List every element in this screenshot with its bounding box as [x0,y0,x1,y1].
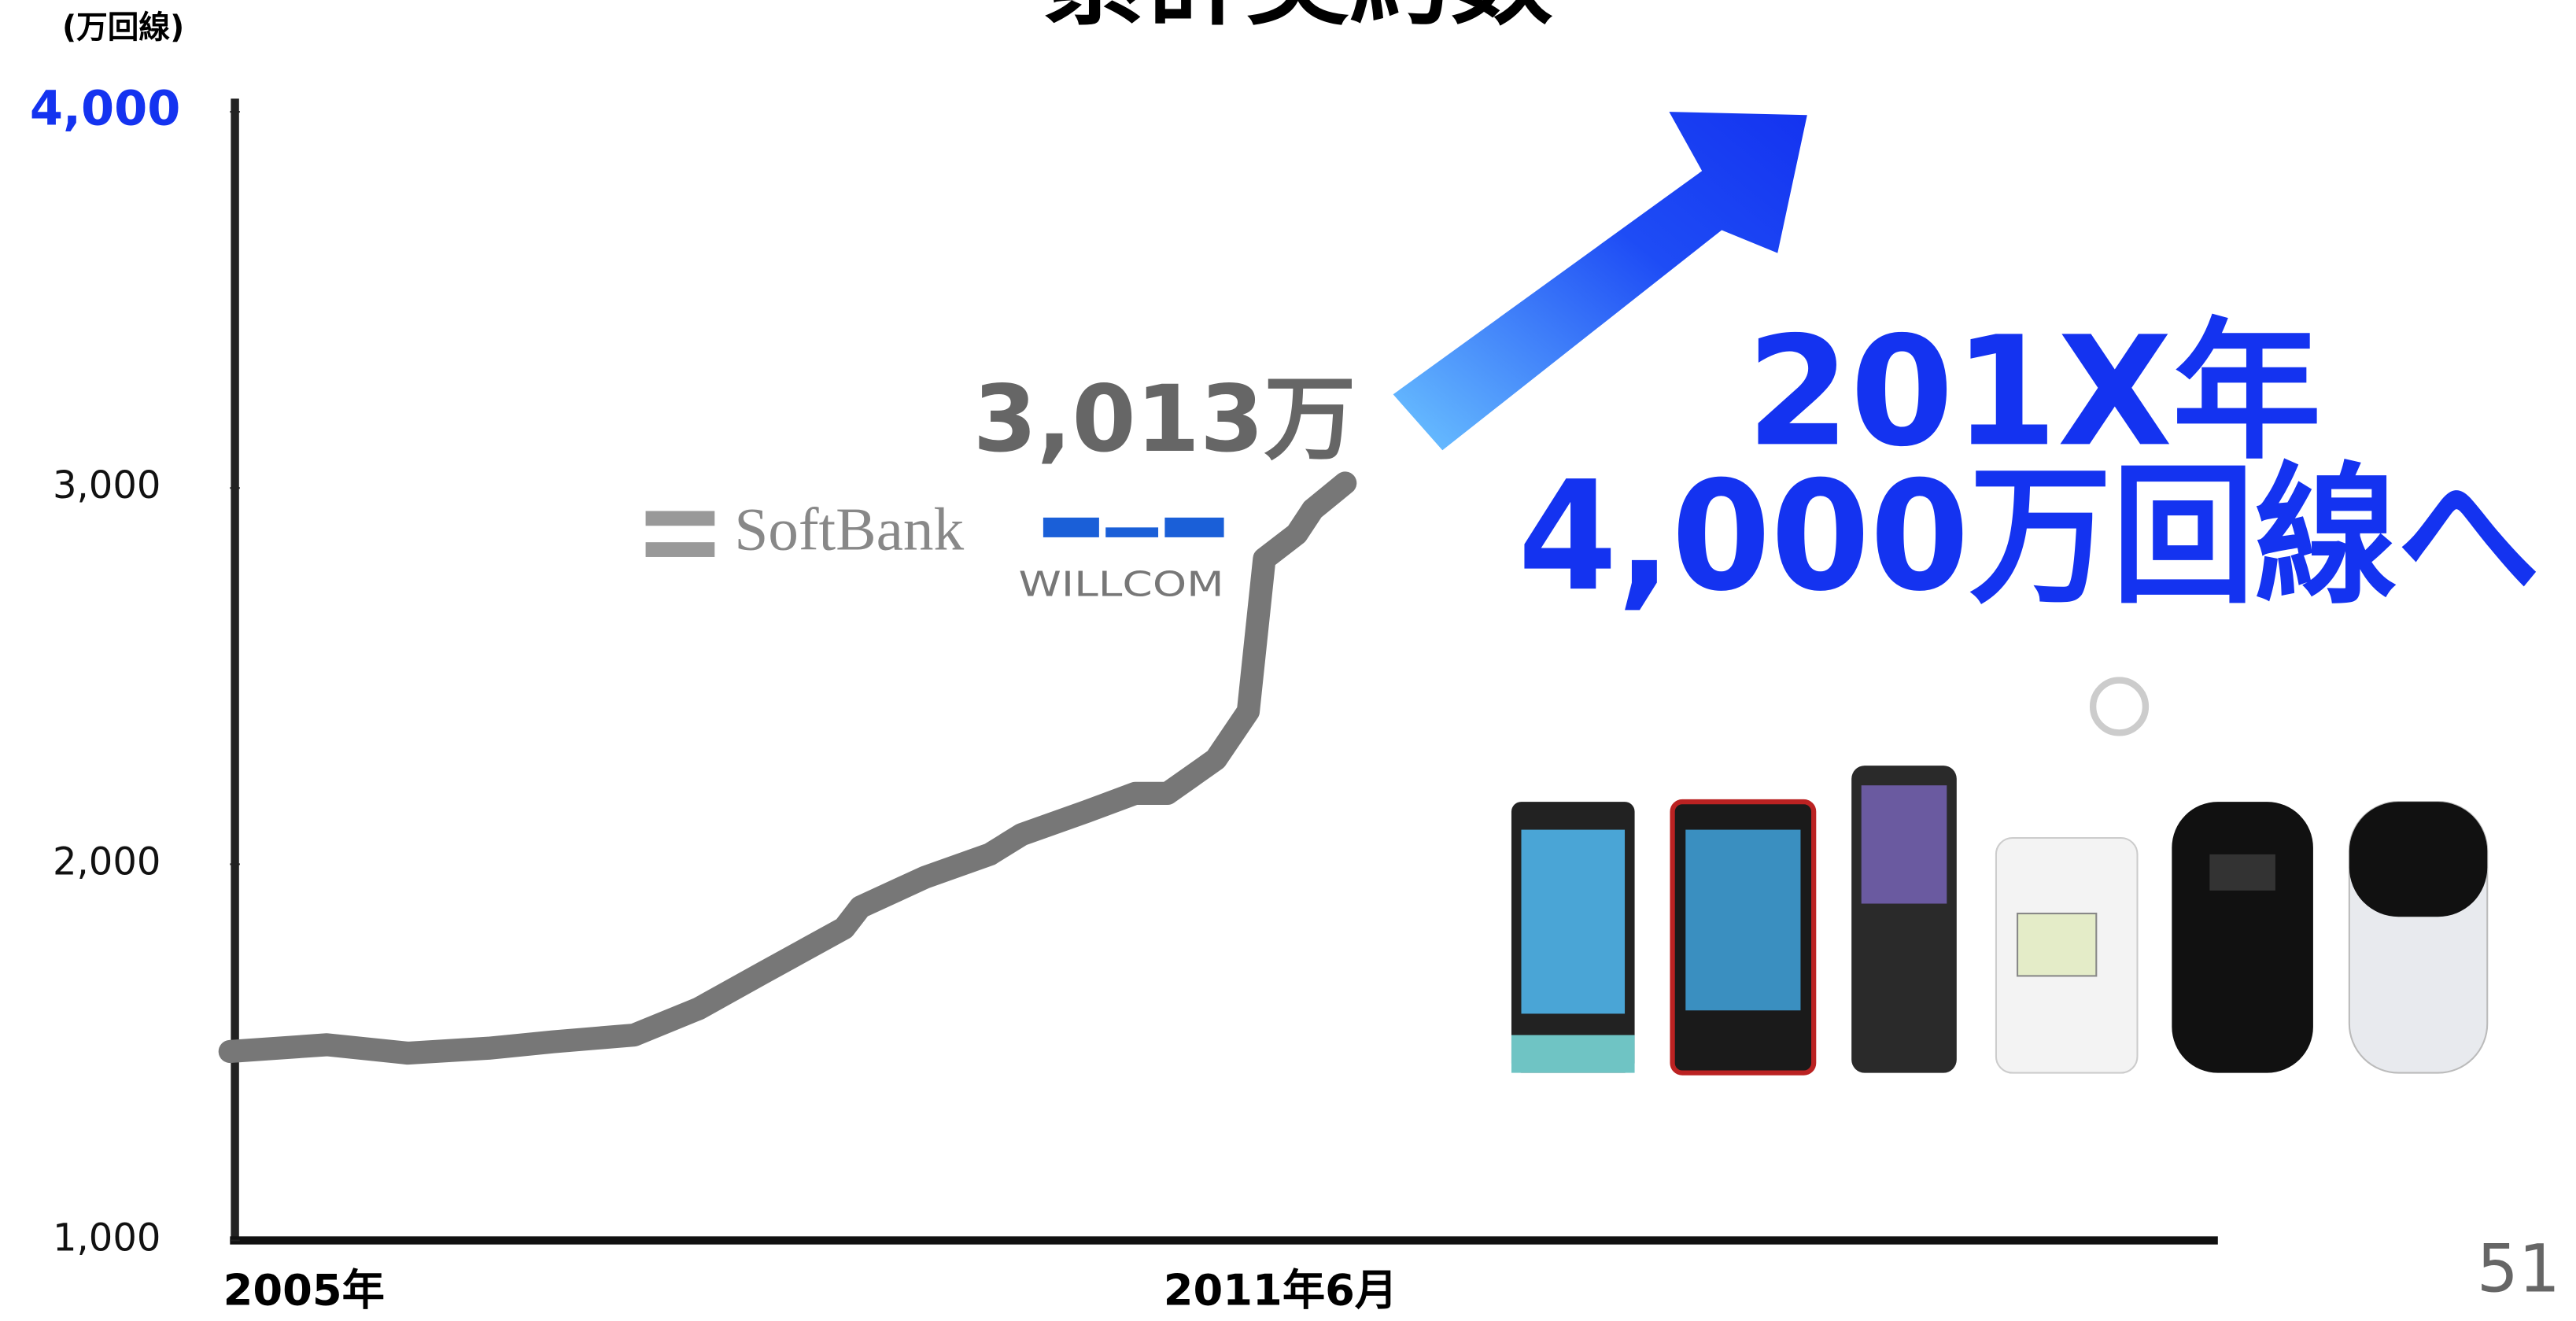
logo-text: WILLCOM [1019,565,1224,605]
y-tick-label: 2,000 [53,839,161,884]
y-tick-label: 1,000 [53,1216,161,1260]
x-tick-label: 2005年 [223,1266,385,1315]
y-tick-label: 4,000 [30,82,181,137]
logo-text: SoftBank [734,496,964,563]
page-number: 51 [2477,1230,2560,1307]
data-line [218,471,1357,1065]
y-tick-label: 3,000 [53,463,161,507]
y-axis-label: (万回線) [62,9,184,46]
chart-title: 累計契約数 [1043,0,1553,39]
trend-arrow [1393,112,1807,451]
phones [1511,677,2489,1076]
value-label: 3,013万 [973,365,1356,473]
headline: 201X年 [1747,304,2322,480]
headline: 4,000万回線へ [1518,449,2540,625]
softbank-logo: SoftBank [645,496,965,563]
x-tick-label: 2011年6月 [1164,1266,1397,1315]
willcom-logo: WILLCOM [1019,517,1224,605]
